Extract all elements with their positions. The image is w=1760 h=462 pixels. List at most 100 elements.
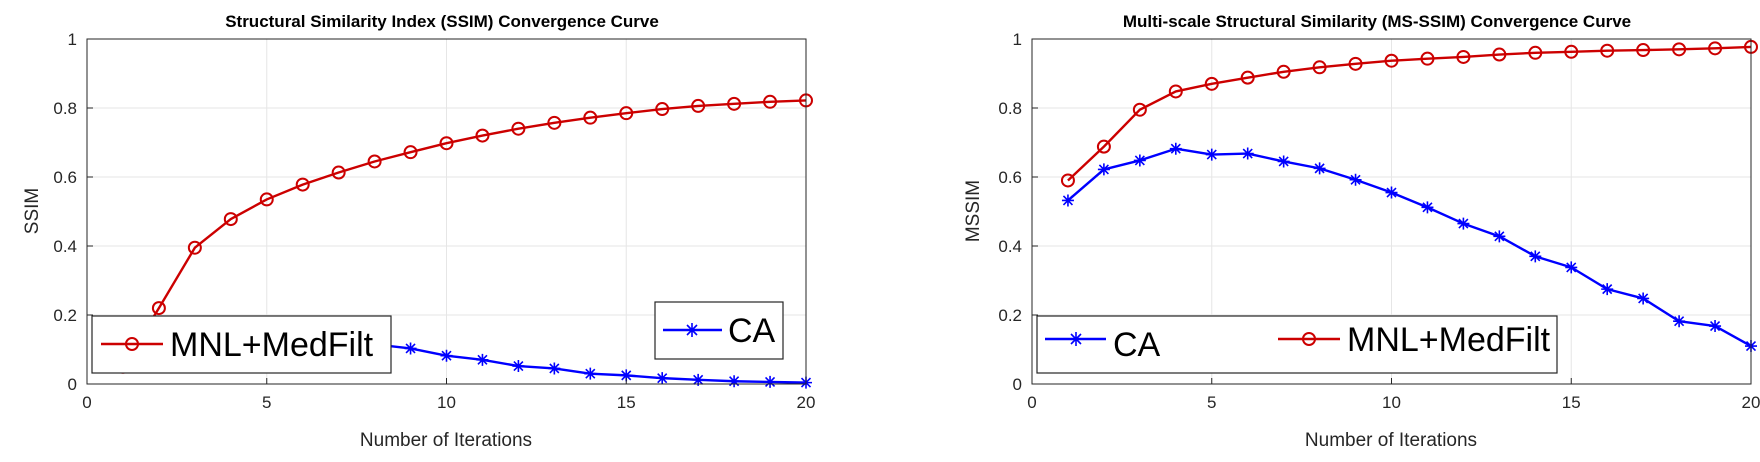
data-point	[1349, 173, 1362, 186]
data-point	[295, 177, 310, 192]
data-point	[1421, 201, 1434, 214]
data-point	[619, 106, 634, 121]
x-axis-label: Number of Iterations	[1305, 430, 1477, 451]
y-tick-label: 0.6	[53, 168, 77, 187]
y-tick-label: 0.4	[53, 237, 77, 256]
legend-marker	[685, 323, 699, 337]
legend-ca: CA	[1045, 326, 1161, 364]
data-point	[1529, 250, 1542, 263]
data-point	[1204, 76, 1219, 91]
data-point	[655, 102, 670, 117]
data-point	[1709, 320, 1722, 333]
legend-mnl-medfilt: MNL+MedFilt	[1278, 321, 1551, 359]
x-tick-label: 5	[262, 393, 271, 412]
legend: CA MNL+MedFilt	[1036, 315, 1558, 374]
data-point	[1601, 283, 1614, 296]
data-point	[728, 375, 741, 388]
x-tick-label: 5	[1207, 393, 1216, 412]
data-point	[1420, 51, 1435, 66]
data-point	[259, 192, 274, 207]
y-tick-label: 0	[68, 375, 77, 394]
data-point	[187, 240, 202, 255]
y-tick-label: 0.2	[53, 306, 77, 325]
y-tick-label: 1	[68, 30, 77, 49]
data-point	[620, 369, 633, 382]
x-axis-label: Number of Iterations	[360, 430, 532, 451]
data-point	[1492, 47, 1507, 62]
y-tick-label: 0.6	[998, 168, 1022, 187]
data-point	[1133, 154, 1146, 167]
y-tick-label: 0.8	[998, 99, 1022, 118]
legend-box	[1036, 315, 1558, 374]
legend-label: MNL+MedFilt	[1347, 321, 1551, 359]
data-point	[476, 353, 489, 366]
chart-title: Structural Similarity Index (SSIM) Conve…	[225, 12, 659, 31]
data-point	[1169, 142, 1182, 155]
x-tick-label: 0	[1027, 393, 1036, 412]
data-point	[583, 110, 598, 125]
y-axis-label: SSIM	[22, 188, 43, 234]
data-point	[151, 301, 166, 316]
data-point	[223, 212, 238, 227]
y-tick-label: 0	[1013, 375, 1022, 394]
data-point	[1708, 41, 1723, 56]
data-point	[1384, 53, 1399, 68]
data-point	[1276, 64, 1291, 79]
data-point	[1096, 139, 1111, 154]
data-point	[1277, 155, 1290, 168]
x-tick-label: 20	[1742, 393, 1760, 412]
y-tick-label: 0.2	[998, 306, 1022, 325]
x-tick-label: 20	[797, 393, 816, 412]
x-tick-label: 10	[437, 393, 456, 412]
data-point	[763, 94, 778, 109]
x-tick-label: 10	[1382, 393, 1401, 412]
x-tick-label: 15	[1562, 393, 1581, 412]
data-point	[1565, 261, 1578, 274]
data-point	[1637, 292, 1650, 305]
tick-labels: 0 5 10 15 20 0 0.2 0.4 0.6 0.8 1	[998, 30, 1760, 412]
data-point	[1673, 315, 1686, 328]
data-point	[1493, 230, 1506, 243]
legend-mnl-medfilt: MNL+MedFilt	[91, 315, 392, 374]
data-point	[1205, 148, 1218, 161]
data-point	[1348, 56, 1363, 71]
data-point	[512, 360, 525, 373]
legend-marker	[125, 337, 139, 351]
data-point	[727, 96, 742, 111]
series-line	[1067, 147, 1752, 348]
data-point	[1240, 70, 1255, 85]
legend-label: MNL+MedFilt	[170, 326, 374, 364]
data-point	[692, 373, 705, 386]
chart-title: Multi-scale Structural Similarity (MS-SS…	[1123, 12, 1631, 31]
data-point	[1528, 45, 1543, 60]
ssim-chart: Structural Similarity Index (SSIM) Conve…	[22, 12, 815, 451]
data-point	[547, 115, 562, 130]
data-point	[1313, 162, 1326, 175]
data-point	[1456, 49, 1471, 64]
data-point	[367, 154, 382, 169]
tick-labels: 0 5 10 15 20 0 0.2 0.4 0.6 0.8 1	[53, 30, 815, 412]
data-point	[440, 349, 453, 362]
y-tick-label: 0.8	[53, 99, 77, 118]
data-point	[1168, 84, 1183, 99]
data-point	[439, 136, 454, 151]
data-point	[1457, 217, 1470, 230]
legend-label: CA	[728, 312, 776, 350]
data-point	[511, 121, 526, 136]
data-point	[1564, 44, 1579, 59]
data-point	[584, 367, 597, 380]
x-tick-label: 15	[617, 393, 636, 412]
data-point	[1385, 186, 1398, 199]
data-point	[1672, 42, 1687, 57]
legend-marker	[1069, 332, 1083, 346]
data-point	[1636, 43, 1651, 58]
series-mnl-medfilt	[1060, 39, 1758, 188]
data-point	[1132, 102, 1147, 117]
series-ca	[1061, 142, 1757, 353]
legend-ca: CA	[654, 301, 784, 360]
data-point	[1060, 173, 1075, 188]
y-tick-label: 1	[1013, 30, 1022, 49]
data-point	[404, 342, 417, 355]
data-point	[1241, 147, 1254, 160]
